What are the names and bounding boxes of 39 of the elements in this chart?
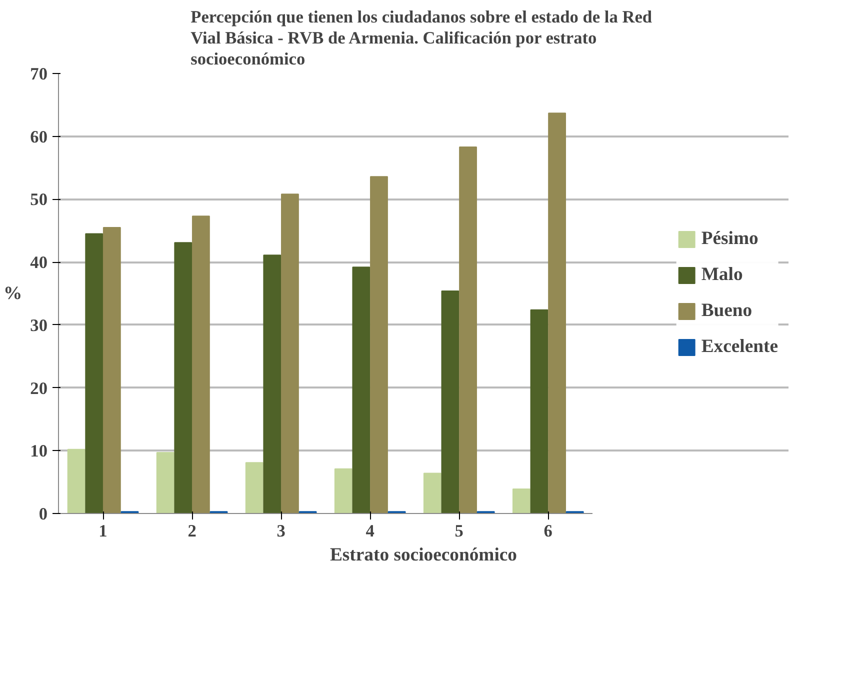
bar [441, 290, 460, 514]
bar [334, 468, 352, 514]
bar [174, 242, 192, 514]
bar [156, 452, 174, 514]
bar [192, 216, 210, 514]
y-tick-label: 30 [30, 316, 48, 335]
y-tick-label: 10 [30, 442, 48, 461]
x-tick-label: 4 [366, 522, 375, 540]
bar [459, 146, 477, 514]
bar [423, 472, 442, 514]
bar [530, 309, 548, 514]
x-axis-title: Estrato socioeconómico [330, 544, 518, 566]
bar [548, 112, 566, 514]
y-tick-label: 70 [30, 64, 48, 84]
x-tick-label: 2 [188, 522, 196, 540]
legend-label: Bueno [701, 300, 752, 322]
legend-label: Pésimo [701, 228, 758, 250]
y-tick-label: 50 [30, 190, 48, 210]
x-tick-label: 5 [454, 522, 464, 540]
bar [263, 254, 282, 514]
bar [281, 194, 299, 514]
y-tick-label: 0 [38, 504, 48, 524]
bar [245, 462, 264, 514]
legend-label: Excelente [701, 336, 778, 358]
x-tick-label: 6 [544, 522, 553, 540]
bar [512, 488, 530, 514]
x-tick-label: 3 [276, 522, 286, 540]
y-axis-title: % [4, 283, 22, 304]
legend-label: Malo [701, 264, 743, 286]
bar [67, 448, 86, 514]
bar [85, 233, 104, 514]
y-tick-label: 60 [30, 127, 48, 146]
y-tick-label: 20 [30, 378, 48, 398]
chart-title: Percepción que tienen los ciudadanos sobre el estado de la Red Vial Básica - RVB de Armenia. Calificación por estrato socioeconómico [190, 8, 652, 68]
bar [370, 176, 388, 514]
bar [352, 266, 370, 514]
y-tick-label: 40 [30, 253, 48, 272]
bar [102, 227, 121, 514]
x-tick-label: 1 [98, 522, 108, 540]
